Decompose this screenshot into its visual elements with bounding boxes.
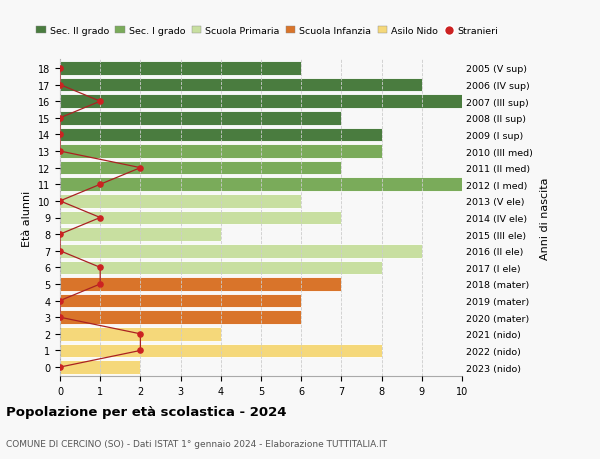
Point [136,347,145,354]
Bar [60,228,221,241]
Point [95,281,105,288]
Bar [60,344,382,358]
Bar [60,178,462,192]
Bar [60,62,301,76]
Point [136,330,145,338]
Point [136,165,145,172]
Point [95,214,105,222]
Y-axis label: Età alunni: Età alunni [22,190,32,246]
Point [95,181,105,189]
Bar [60,129,382,142]
Bar [60,294,301,308]
Bar [60,261,382,274]
Bar [60,360,140,374]
Bar [60,145,382,158]
Point [55,247,65,255]
Point [55,148,65,155]
Text: Popolazione per età scolastica - 2024: Popolazione per età scolastica - 2024 [6,405,287,419]
Bar [60,244,422,258]
Point [55,314,65,321]
Point [55,115,65,122]
Bar [60,327,221,341]
Point [55,131,65,139]
Y-axis label: Anni di nascita: Anni di nascita [540,177,550,259]
Bar [60,112,341,125]
Bar [60,311,301,325]
Bar [60,162,341,175]
Point [55,198,65,205]
Point [55,65,65,73]
Bar [60,95,462,109]
Bar [60,195,301,208]
Bar [60,78,422,92]
Legend: Sec. II grado, Sec. I grado, Scuola Primaria, Scuola Infanzia, Asilo Nido, Stran: Sec. II grado, Sec. I grado, Scuola Prim… [32,23,502,40]
Point [95,264,105,271]
Point [95,98,105,106]
Point [55,364,65,371]
Point [55,297,65,305]
Point [55,82,65,89]
Point [55,231,65,238]
Text: COMUNE DI CERCINO (SO) - Dati ISTAT 1° gennaio 2024 - Elaborazione TUTTITALIA.IT: COMUNE DI CERCINO (SO) - Dati ISTAT 1° g… [6,439,387,448]
Bar [60,211,341,225]
Bar [60,278,341,291]
